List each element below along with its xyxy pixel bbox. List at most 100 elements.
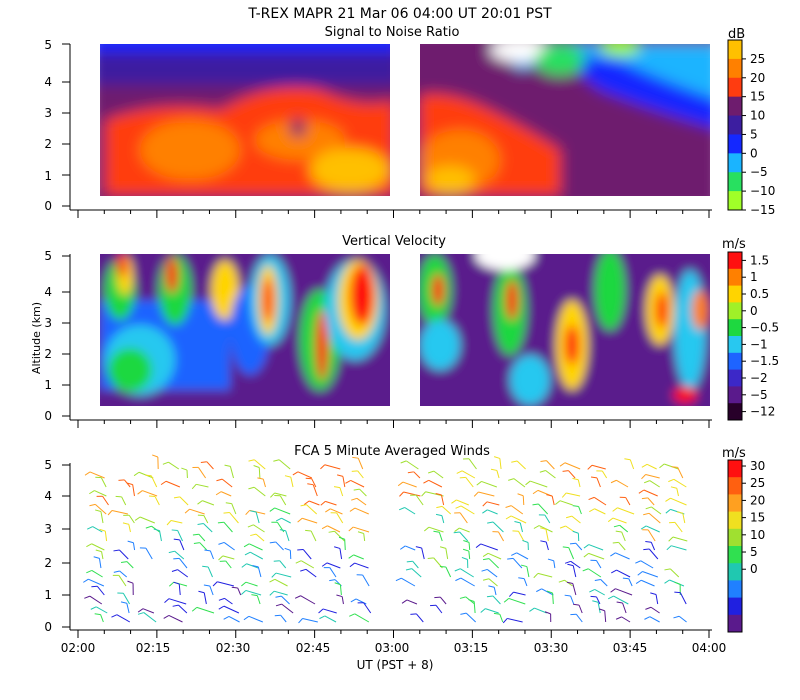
wind-barb [229,466,235,479]
wind-barb [221,478,233,488]
wind-barb-flag [533,525,540,529]
wind-barb [132,484,135,497]
xtick-label-0400: 04:00 [692,641,727,655]
wind-barb-flag [217,521,224,524]
colorbar-swatch [728,302,742,320]
wind-barb [619,524,629,533]
vel-red-right-3 [506,280,518,320]
wind-barb [95,606,108,614]
wind-barb [257,566,262,578]
wind-barb [143,612,157,623]
wind-barb [354,562,369,569]
wind-barb [126,561,134,569]
wind-barb [571,515,581,524]
wind-barb-flag [459,596,466,599]
colorbar-swatch [728,172,742,192]
colorbar-label: 10 [750,109,765,123]
wind-barb [224,597,233,605]
colorbar-swatch [728,319,742,337]
wind-barb-flag [350,598,357,603]
vel-orange-right-8 [692,290,708,330]
xtick-label-0315: 03:15 [454,641,489,655]
wind-barb [199,542,208,551]
wind-barb [578,506,582,515]
wind-barb [363,533,366,542]
wind-barb-flag [428,470,435,474]
wind-barb [616,479,629,488]
wind-barb [168,614,183,623]
wind-barb-flag [468,599,475,602]
wind-barb-flag [184,508,190,514]
wind-barb-flag [400,460,407,464]
wind-barb [566,492,581,497]
wind-barb-flag [300,568,307,572]
wind-barb-flag [204,549,211,552]
wind-barb-flag [321,525,328,530]
wind-barb [513,478,526,488]
wind-barb [170,520,183,524]
wind-barb [231,503,237,515]
wind-barb [275,572,292,578]
wind-barb [572,583,577,596]
wind-barb-flag [482,509,488,514]
wind-barb-flag [610,588,616,593]
wind-barb [279,560,287,569]
wind-barb-flag [435,513,443,517]
wind-ytick-3: 3 [44,522,52,536]
snr-ytick-4: 4 [44,75,52,89]
wind-barb [217,581,235,587]
wind-barb [220,491,232,497]
wind-barb [102,495,109,506]
wind-barb [522,495,525,506]
wind-barb-flag [635,560,642,564]
wind-barb [465,477,474,488]
wind-barb-flag [505,515,512,520]
wind-barb [568,547,575,560]
wind-barb-flag [198,590,205,594]
wind-barb [94,503,107,515]
wind-barb-flag [453,531,460,534]
y-axis-label: Altitude (km) [30,302,43,374]
colorbar-label: −1.5 [750,354,779,368]
wind-barb-flag [253,465,260,468]
wind-barb [682,513,686,524]
wind-barb [572,565,577,578]
wind-barb-flag [520,564,527,568]
wind-barb [415,494,424,506]
wind-barb-flag [641,463,648,468]
vel-cyan-right-4 [510,355,550,405]
wind-barb-flag [645,540,652,543]
wind-barb-flag [615,530,622,533]
wind-barb [174,550,185,560]
wind-barb [255,533,265,542]
colorbar-label: −1 [750,337,768,351]
wind-barb [150,475,158,488]
wind-barb [89,595,103,605]
wind-barb [248,615,264,623]
wind-barb-flag [463,539,470,543]
wind-barb [100,477,107,488]
wind-barb [237,587,242,596]
wind-barb-flag [480,608,486,613]
colorbar-swatch [728,191,742,211]
wind-barb [516,460,526,470]
wind-colorbar: 30 25 20 15 10 5 0 [727,459,765,633]
wind-barb [310,530,317,542]
wind-barb-flag [544,611,551,615]
wind-barb [552,592,554,605]
wind-barb-flag [665,497,671,502]
wind-barb-flag [137,608,144,613]
wind-barb-flag [555,500,561,505]
wind-barb [223,542,235,551]
wind-barb [300,595,316,605]
wind-barb [189,508,205,515]
wind-barb [413,471,421,479]
wind-barb-flag [349,613,355,617]
wind-barb-flag [153,528,160,532]
wind-barb-flag [127,540,134,544]
velocity-axes: 0 1 2 3 4 5 [44,249,712,428]
wind-barb-flag [137,490,143,495]
wind-ytick-2: 2 [44,556,52,570]
wind-barb-flag [461,556,468,560]
colorbar-swatch [728,77,742,98]
